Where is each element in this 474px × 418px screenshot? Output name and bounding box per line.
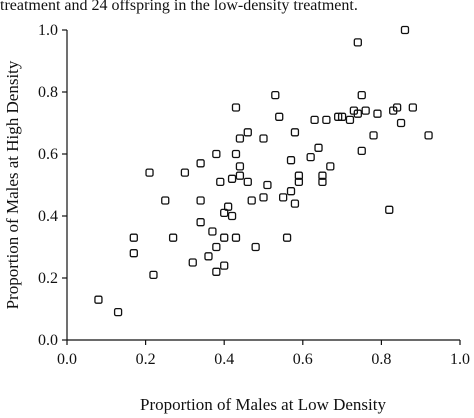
data-point <box>216 177 225 187</box>
data-point <box>231 103 241 112</box>
data-point <box>94 295 103 304</box>
data-point <box>129 233 138 242</box>
y-tick-label: 0.0 <box>38 332 58 349</box>
data-point <box>361 106 370 115</box>
data-point <box>385 205 394 214</box>
data-point <box>212 242 221 252</box>
y-tick-label: 0.6 <box>38 146 58 163</box>
data-point <box>129 249 138 258</box>
data-point <box>168 233 178 242</box>
data-point <box>400 25 410 35</box>
data-point <box>188 258 197 267</box>
data-point <box>286 187 296 196</box>
data-point <box>290 199 300 208</box>
data-point <box>275 112 284 121</box>
x-tick-label: 0.8 <box>371 351 391 368</box>
data-point <box>314 143 323 152</box>
data-point <box>149 270 158 280</box>
data-point <box>235 134 245 143</box>
data-point <box>231 149 241 159</box>
data-point <box>204 252 213 261</box>
data-point <box>294 177 304 187</box>
data-point <box>408 103 417 112</box>
data-point <box>306 152 315 162</box>
x-tick-label: 1.0 <box>450 351 470 368</box>
data-point <box>334 112 343 121</box>
data-point <box>247 196 256 205</box>
data-points <box>94 25 433 317</box>
data-point <box>196 196 205 205</box>
data-point <box>424 131 433 140</box>
data-point <box>357 90 366 100</box>
data-point <box>235 162 245 171</box>
data-point <box>212 267 221 276</box>
data-point <box>243 177 252 187</box>
data-point <box>231 233 241 242</box>
data-point <box>373 109 382 118</box>
data-point <box>396 118 406 128</box>
y-tick-label: 0.2 <box>38 270 58 287</box>
data-point <box>263 180 272 190</box>
data-point <box>196 218 205 227</box>
x-axis-label: Proportion of Males at Low Density <box>140 395 386 414</box>
data-point <box>208 227 217 236</box>
x-tick-label: 0.6 <box>293 351 313 368</box>
data-point <box>235 171 245 180</box>
data-point <box>180 168 190 177</box>
data-point <box>286 156 296 165</box>
data-point <box>318 177 327 187</box>
data-point <box>353 38 362 47</box>
y-tick-label: 0.4 <box>38 208 58 225</box>
data-point <box>357 146 366 156</box>
data-point <box>282 233 292 242</box>
x-tick-label: 0.2 <box>136 351 156 368</box>
data-point <box>145 168 154 177</box>
data-point <box>259 193 268 202</box>
x-tick-label: 0.0 <box>57 351 77 368</box>
data-point <box>223 202 233 211</box>
data-point <box>337 112 347 121</box>
data-point <box>259 134 268 143</box>
data-point <box>113 307 123 317</box>
data-point <box>310 115 319 125</box>
data-point <box>227 174 237 183</box>
caption-fragment: treatment and 24 offspring in the low-de… <box>0 0 358 14</box>
y-tick-label: 1.0 <box>38 22 58 39</box>
data-point <box>161 196 170 205</box>
y-tick-label: 0.8 <box>38 84 58 101</box>
y-ticks: 0.0 0.2 0.4 0.6 0.8 1.0 <box>38 22 67 349</box>
data-point <box>278 193 288 202</box>
y-axis-label: Proportion of Males at High Density <box>3 60 22 309</box>
axes <box>66 30 460 341</box>
data-point <box>294 171 304 180</box>
data-point <box>243 128 252 137</box>
data-point <box>322 115 331 125</box>
x-ticks: 0.0 0.2 0.4 0.6 0.8 1.0 <box>57 340 470 368</box>
data-point <box>318 171 327 180</box>
data-point <box>227 211 237 221</box>
data-point <box>220 261 229 270</box>
data-point <box>353 109 362 118</box>
data-point <box>345 115 355 125</box>
data-point <box>212 149 221 159</box>
data-point <box>369 131 378 140</box>
data-point <box>290 128 300 137</box>
data-point <box>196 159 205 168</box>
data-point <box>326 162 335 171</box>
data-point <box>392 103 402 112</box>
data-point <box>271 90 280 100</box>
data-point <box>220 233 229 242</box>
x-tick-label: 0.4 <box>214 351 234 368</box>
data-point <box>251 242 260 252</box>
